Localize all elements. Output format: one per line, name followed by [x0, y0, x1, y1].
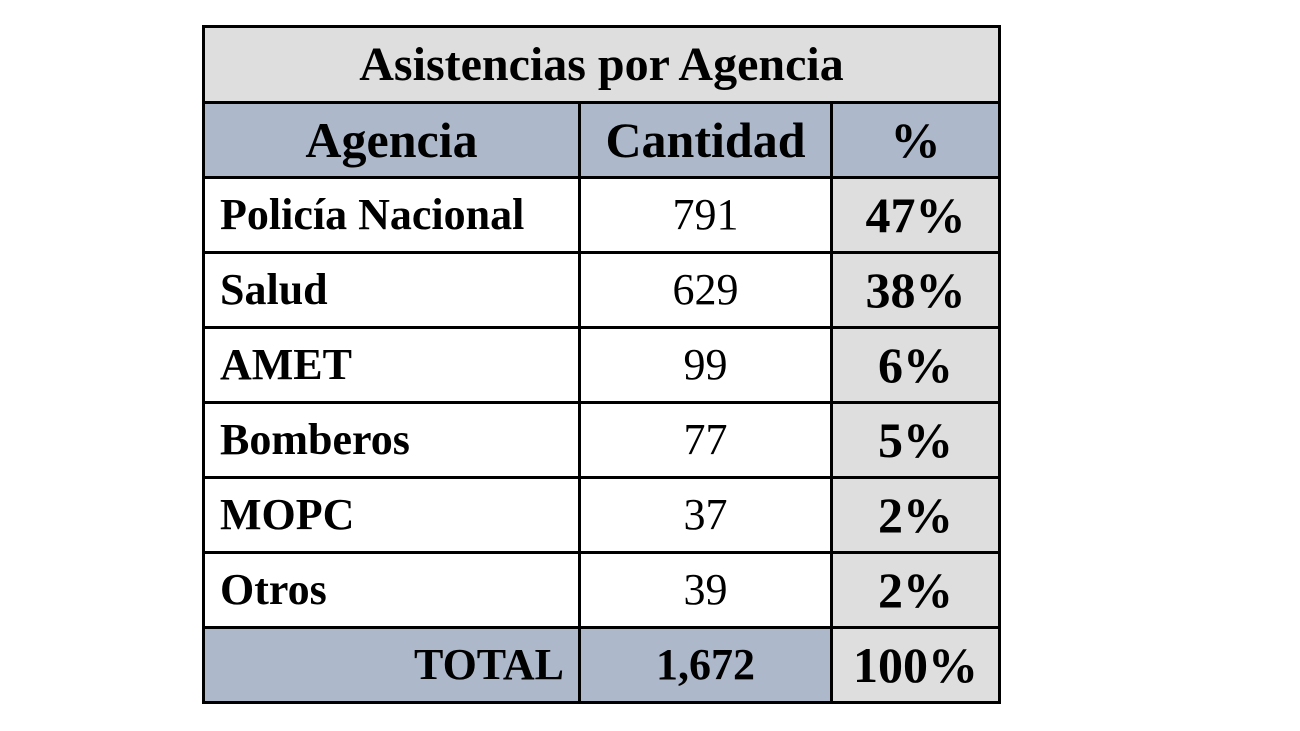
column-header-percent: % [830, 101, 1001, 179]
quantity-cell: 791 [578, 176, 833, 254]
table-row: Salud 629 38% [202, 251, 1001, 329]
total-row: TOTAL 1,672 100% [202, 626, 1001, 704]
quantity-cell: 37 [578, 476, 833, 554]
table-row: MOPC 37 2% [202, 476, 1001, 554]
agency-cell: AMET [202, 326, 581, 404]
table-header-row: Agencia Cantidad % [202, 101, 1001, 179]
table-row: Otros 39 2% [202, 551, 1001, 629]
percent-cell: 6% [830, 326, 1001, 404]
column-header-agencia: Agencia [202, 101, 581, 179]
agency-cell: Otros [202, 551, 581, 629]
agency-cell: Salud [202, 251, 581, 329]
quantity-cell: 99 [578, 326, 833, 404]
total-label: TOTAL [202, 626, 581, 704]
column-header-cantidad: Cantidad [578, 101, 833, 179]
agency-cell: Bomberos [202, 401, 581, 479]
table-title-row: Asistencias por Agencia [202, 25, 1001, 104]
total-quantity: 1,672 [578, 626, 833, 704]
percent-cell: 38% [830, 251, 1001, 329]
quantity-cell: 77 [578, 401, 833, 479]
quantity-cell: 39 [578, 551, 833, 629]
asistencias-table: Asistencias por Agencia Agencia Cantidad… [202, 25, 1001, 704]
percent-cell: 2% [830, 551, 1001, 629]
percent-cell: 5% [830, 401, 1001, 479]
total-percent: 100% [830, 626, 1001, 704]
percent-cell: 2% [830, 476, 1001, 554]
agency-cell: MOPC [202, 476, 581, 554]
agency-cell: Policía Nacional [202, 176, 581, 254]
quantity-cell: 629 [578, 251, 833, 329]
table-row: Bomberos 77 5% [202, 401, 1001, 479]
table-title: Asistencias por Agencia [202, 25, 1001, 104]
table-row: AMET 99 6% [202, 326, 1001, 404]
percent-cell: 47% [830, 176, 1001, 254]
table-row: Policía Nacional 791 47% [202, 176, 1001, 254]
